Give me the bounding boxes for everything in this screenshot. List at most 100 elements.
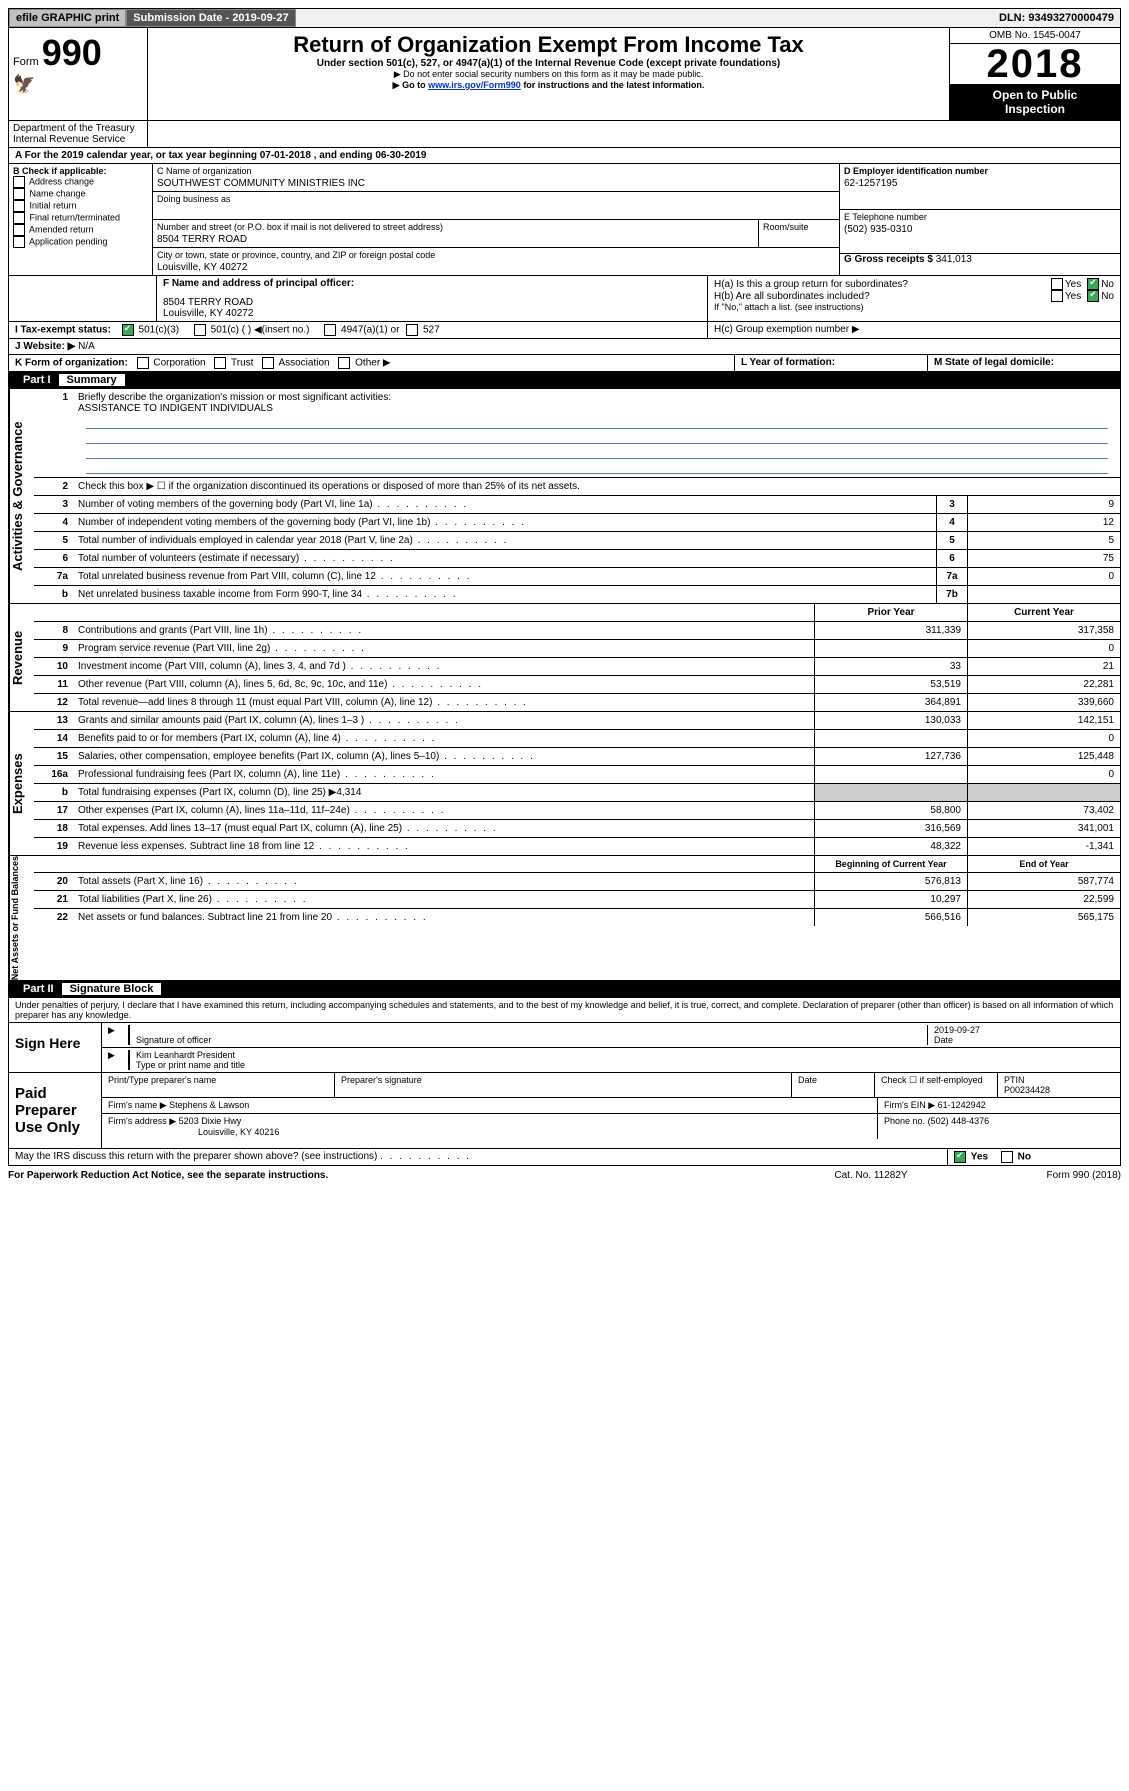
form-org-label: K Form of organization: (15, 358, 128, 369)
financial-line: 11Other revenue (Part VIII, column (A), … (34, 676, 1120, 694)
state-domicile-label: M State of legal domicile: (934, 357, 1054, 368)
dba-label: Doing business as (153, 191, 839, 206)
firm-name: Stephens & Lawson (169, 1100, 249, 1110)
name-label: C Name of organization (153, 164, 839, 178)
summary-line: 6Total number of volunteers (estimate if… (34, 550, 1120, 568)
discuss-no-checkbox[interactable] (1001, 1151, 1013, 1163)
financial-line: 14Benefits paid to or for members (Part … (34, 730, 1120, 748)
city-state-zip: Louisville, KY 40272 (153, 262, 839, 275)
part1-header: Part I Summary (8, 372, 1121, 389)
firm-addr2: Louisville, KY 40216 (108, 1127, 871, 1137)
financial-line: 9Program service revenue (Part VIII, lin… (34, 640, 1120, 658)
box-b-option: Amended return (13, 224, 148, 236)
addr-label: Number and street (or P.O. box if mail i… (153, 220, 758, 234)
501c-checkbox[interactable] (194, 324, 206, 336)
other-checkbox[interactable] (338, 357, 350, 369)
box-b-checkbox[interactable] (13, 224, 25, 236)
financial-line: 10Investment income (Part VIII, column (… (34, 658, 1120, 676)
box-b-checkbox[interactable] (13, 188, 25, 200)
dln-label: DLN: 93493270000479 (993, 10, 1120, 26)
begin-year-head: Beginning of Current Year (814, 856, 967, 872)
financial-line: 19Revenue less expenses. Subtract line 1… (34, 838, 1120, 855)
website-label: J Website: ▶ (15, 341, 75, 352)
4947-checkbox[interactable] (324, 324, 336, 336)
efile-topbar: efile GRAPHIC print Submission Date - 20… (8, 8, 1121, 28)
officer-addr2: Louisville, KY 40272 (163, 308, 701, 319)
box-b-option: Address change (13, 176, 148, 188)
sign-here-block: Sign Here ▶ Signature of officer 2019-09… (8, 1023, 1121, 1073)
ha-yes-checkbox[interactable] (1051, 278, 1063, 290)
summary-line: 4Number of independent voting members of… (34, 514, 1120, 532)
phone-label: E Telephone number (840, 209, 1120, 224)
box-b-checkbox[interactable] (13, 200, 25, 212)
hb-label: H(b) Are all subordinates included? (714, 291, 1051, 302)
box-b-option: Final return/terminated (13, 212, 148, 224)
officer-name: Kim Leanhardt President (136, 1050, 1114, 1060)
box-b-checkbox[interactable] (13, 212, 25, 224)
paid-preparer-block: Paid Preparer Use Only Print/Type prepar… (8, 1073, 1121, 1149)
financial-line: 20Total assets (Part X, line 16)576,8135… (34, 873, 1120, 891)
l2-text: Check this box ▶ ☐ if the organization d… (74, 478, 1120, 495)
part1-title: Summary (59, 374, 125, 386)
firm-phone: (502) 448-4376 (928, 1116, 990, 1126)
527-checkbox[interactable] (406, 324, 418, 336)
phone-value: (502) 935-0310 (840, 224, 1120, 237)
ha-label: H(a) Is this a group return for subordin… (714, 279, 1051, 290)
cat-no: Cat. No. 11282Y (771, 1170, 971, 1181)
street-address: 8504 TERRY ROAD (153, 234, 758, 247)
hb-note: If "No," attach a list. (see instruction… (714, 302, 1114, 312)
form-footer: Form 990 (2018) (971, 1170, 1121, 1181)
dept-treasury: Department of the Treasury (13, 123, 143, 134)
hb-yes-checkbox[interactable] (1051, 290, 1063, 302)
form990-link[interactable]: www.irs.gov/Form990 (428, 80, 521, 90)
l1-text: Briefly describe the organization's miss… (78, 392, 1116, 403)
financial-line: 12Total revenue—add lines 8 through 11 (… (34, 694, 1120, 711)
prep-date-label: Date (792, 1073, 875, 1097)
entity-info-grid: B Check if applicable: Address change Na… (8, 164, 1121, 276)
discuss-text: May the IRS discuss this return with the… (15, 1151, 377, 1162)
firm-phone-label: Phone no. (884, 1116, 925, 1126)
ein-value: 62-1257195 (840, 178, 1120, 191)
financial-line: 13Grants and similar amounts paid (Part … (34, 712, 1120, 730)
corp-checkbox[interactable] (137, 357, 149, 369)
form-title: Return of Organization Exempt From Incom… (156, 32, 941, 58)
perjury-text: Under penalties of perjury, I declare th… (8, 998, 1121, 1023)
room-label: Room/suite (759, 220, 839, 234)
sub3-suffix: for instructions and the latest informat… (523, 80, 704, 90)
box-b-checkbox[interactable] (13, 236, 25, 248)
firm-addr-label: Firm's address ▶ (108, 1116, 176, 1126)
sub3-prefix: ▶ Go to (393, 80, 428, 90)
firm-name-label: Firm's name ▶ (108, 1100, 167, 1110)
prior-year-head: Prior Year (814, 604, 967, 621)
officer-addr1: 8504 TERRY ROAD (163, 297, 701, 308)
form-header: Form 990 🦅 Return of Organization Exempt… (8, 28, 1121, 121)
prep-name-label: Print/Type preparer's name (102, 1073, 335, 1097)
summary-line: 5Total number of individuals employed in… (34, 532, 1120, 550)
discuss-yes-checkbox[interactable] (954, 1151, 966, 1163)
hb-no-checkbox[interactable] (1087, 290, 1099, 302)
501c3-checkbox[interactable] (122, 324, 134, 336)
form-word: Form (13, 56, 39, 68)
efile-print-button[interactable]: efile GRAPHIC print (9, 9, 126, 27)
firm-ein: 61-1242942 (938, 1100, 986, 1110)
header-sub2: ▶ Do not enter social security numbers o… (156, 69, 941, 80)
city-label: City or town, state or province, country… (153, 247, 839, 262)
submission-date-button[interactable]: Submission Date - 2019-09-27 (126, 9, 295, 27)
box-b-checkbox[interactable] (13, 176, 25, 188)
summary-line: bNet unrelated business taxable income f… (34, 586, 1120, 603)
org-name: SOUTHWEST COMMUNITY MINISTRIES INC (153, 178, 839, 191)
financial-line: 16aProfessional fundraising fees (Part I… (34, 766, 1120, 784)
assoc-checkbox[interactable] (262, 357, 274, 369)
financial-line: 21Total liabilities (Part X, line 26)10,… (34, 891, 1120, 909)
gross-label: G Gross receipts $ (844, 254, 933, 265)
financial-line: 15Salaries, other compensation, employee… (34, 748, 1120, 766)
paid-preparer-label: Paid Preparer Use Only (9, 1073, 102, 1148)
box-b-option: Initial return (13, 200, 148, 212)
officer-label: F Name and address of principal officer: (163, 278, 701, 289)
tax-year: 2018 (950, 44, 1120, 84)
trust-checkbox[interactable] (214, 357, 226, 369)
box-b-option: Application pending (13, 236, 148, 248)
hc-label: H(c) Group exemption number ▶ (708, 322, 1120, 338)
prep-sig-label: Preparer's signature (335, 1073, 792, 1097)
current-year-head: Current Year (967, 604, 1120, 621)
